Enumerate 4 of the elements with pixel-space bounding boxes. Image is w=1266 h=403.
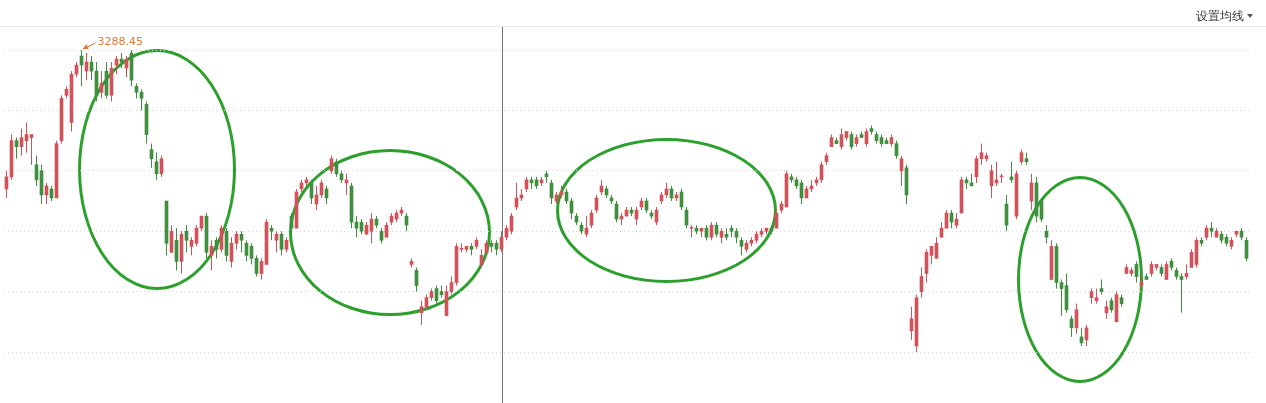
text: 3288.45 [97, 34, 143, 48]
candlestick [29, 134, 34, 166]
candlestick [1179, 272, 1184, 314]
text: 设置均线 [1196, 8, 1244, 25]
